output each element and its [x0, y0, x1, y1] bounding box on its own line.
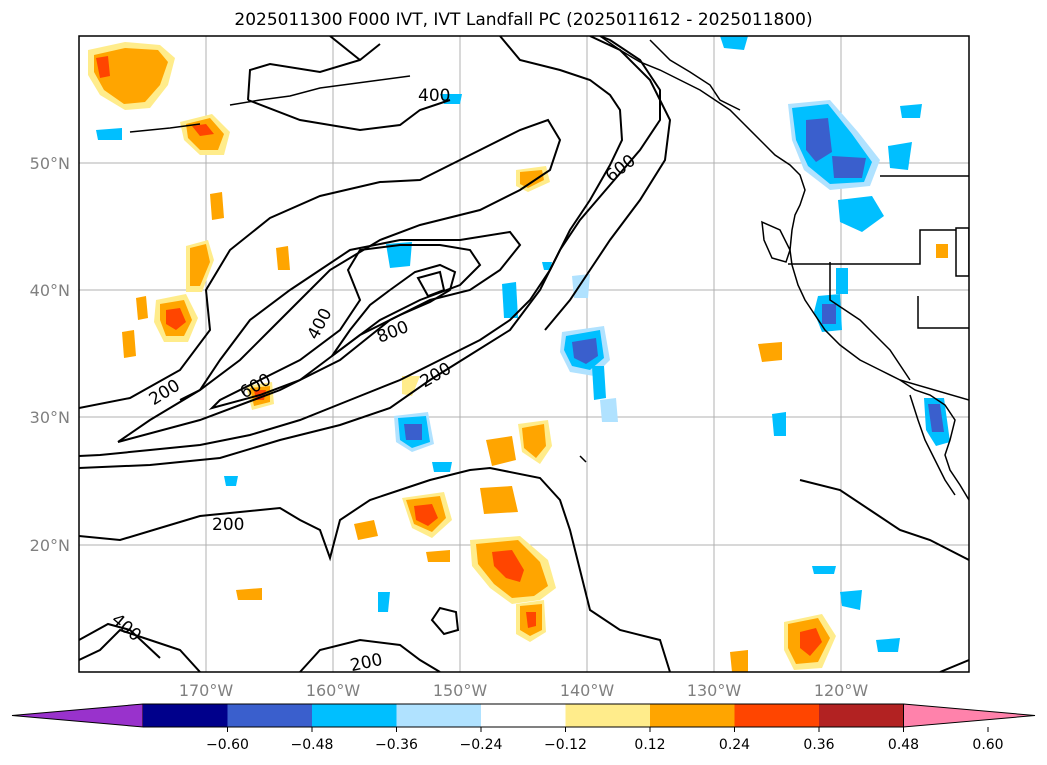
lon-label: 130°W [687, 681, 742, 700]
map-frame [78, 35, 970, 673]
gridlines [79, 36, 969, 672]
colorbar-segment [227, 704, 313, 727]
colorbar-segment [312, 704, 397, 727]
lon-label: 120°W [814, 681, 869, 700]
colorbar-tick-label: −0.24 [460, 737, 503, 753]
colorbar-extend-high [903, 703, 1036, 728]
colorbar-outline [143, 703, 904, 728]
lon-label: 170°W [179, 681, 234, 700]
lat-label: 40°N [30, 281, 70, 300]
contour-label: 400 [418, 86, 450, 106]
contour-label: 200 [212, 515, 244, 535]
lon-label: 140°W [560, 681, 615, 700]
colorbar: −0.60 −0.48 −0.36 −0.24 −0.12 0.12 0.24 0.36 0.4… [11, 703, 1036, 753]
colorbar-segment [396, 704, 482, 727]
coastlines [129, 36, 969, 501]
colorbar-tick-label: −0.36 [375, 737, 418, 753]
colorbar-segment [819, 704, 904, 727]
colorbar-tick-label: −0.12 [544, 737, 587, 753]
lon-label: 160°W [306, 681, 361, 700]
lat-label: 50°N [30, 154, 70, 173]
lat-label: 30°N [30, 408, 70, 427]
lat-label: 20°N [30, 536, 70, 555]
colorbar-extend-low [11, 703, 144, 728]
colorbar-segment [481, 704, 566, 727]
colorbar-segment [565, 704, 651, 727]
map-title: 2025011300 F000 IVT, IVT Landfall PC (20… [234, 10, 813, 30]
colorbar-tick-label: 0.48 [888, 737, 919, 753]
longitude-labels: 170°W 160°W 150°W 140°W 130°W 120°W [179, 681, 869, 700]
negative-anomaly-areas [96, 36, 950, 652]
colorbar-tick-label: 0.12 [634, 737, 665, 753]
latitude-labels: 50°N 40°N 30°N 20°N [30, 154, 70, 555]
colorbar-tick-label: 0.60 [972, 737, 1003, 753]
ivt-contours [79, 36, 969, 672]
colorbar-segment [143, 704, 228, 727]
map-area [79, 36, 969, 672]
colorbar-tick-label: 0.24 [719, 737, 750, 753]
colorbar-segment [650, 704, 735, 727]
colorbar-tick-label: −0.48 [291, 737, 334, 753]
lon-label: 150°W [433, 681, 488, 700]
colorbar-tick-label: 0.36 [803, 737, 834, 753]
positive-anomaly-areas [88, 42, 948, 672]
colorbar-tick-label: −0.60 [206, 737, 249, 753]
colorbar-segment [734, 704, 820, 727]
